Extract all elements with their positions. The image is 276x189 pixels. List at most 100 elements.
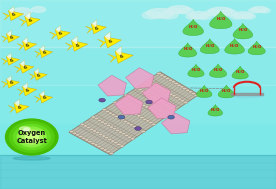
Ellipse shape <box>135 87 139 89</box>
Polygon shape <box>14 66 21 73</box>
Text: H$_2$O: H$_2$O <box>205 42 215 50</box>
Bar <box>0 47 276 85</box>
Ellipse shape <box>183 101 188 104</box>
Ellipse shape <box>105 136 109 139</box>
Ellipse shape <box>182 88 187 90</box>
Ellipse shape <box>155 85 159 87</box>
Ellipse shape <box>150 95 154 98</box>
Ellipse shape <box>142 104 146 106</box>
Ellipse shape <box>147 94 151 96</box>
Ellipse shape <box>172 95 176 97</box>
Ellipse shape <box>108 138 112 140</box>
Ellipse shape <box>97 146 101 148</box>
Ellipse shape <box>230 14 244 19</box>
Ellipse shape <box>153 111 158 113</box>
Ellipse shape <box>143 118 147 120</box>
Bar <box>0 0 276 47</box>
Polygon shape <box>65 43 73 50</box>
Ellipse shape <box>208 7 233 15</box>
Ellipse shape <box>124 134 129 137</box>
Ellipse shape <box>97 119 102 122</box>
Ellipse shape <box>92 130 97 132</box>
Ellipse shape <box>83 125 88 127</box>
Ellipse shape <box>82 137 86 139</box>
Ellipse shape <box>189 12 208 19</box>
Text: $\mathbf{O_2}$: $\mathbf{O_2}$ <box>108 37 115 46</box>
Polygon shape <box>6 30 11 38</box>
Ellipse shape <box>158 100 163 102</box>
Polygon shape <box>248 41 265 55</box>
Ellipse shape <box>24 128 29 131</box>
Ellipse shape <box>165 8 181 14</box>
Ellipse shape <box>231 93 263 98</box>
Polygon shape <box>233 23 253 39</box>
Polygon shape <box>22 87 37 96</box>
Ellipse shape <box>121 133 126 135</box>
Ellipse shape <box>146 120 150 122</box>
Polygon shape <box>2 13 10 20</box>
Circle shape <box>25 132 38 142</box>
Text: $\mathbf{O_2}$: $\mathbf{O_2}$ <box>41 49 48 57</box>
Text: H$_2$O: H$_2$O <box>210 106 221 114</box>
Text: $\mathbf{O_2}$: $\mathbf{O_2}$ <box>8 33 15 42</box>
Polygon shape <box>104 32 110 42</box>
Ellipse shape <box>142 11 161 19</box>
Ellipse shape <box>102 109 107 111</box>
Ellipse shape <box>152 123 156 125</box>
Ellipse shape <box>130 98 134 100</box>
Ellipse shape <box>170 107 174 109</box>
Ellipse shape <box>167 105 171 108</box>
Ellipse shape <box>106 124 111 127</box>
Ellipse shape <box>144 92 148 94</box>
Polygon shape <box>17 89 24 95</box>
Ellipse shape <box>140 116 144 119</box>
Polygon shape <box>20 60 25 68</box>
Ellipse shape <box>157 72 161 75</box>
Ellipse shape <box>152 83 156 85</box>
Polygon shape <box>148 98 176 119</box>
Ellipse shape <box>99 98 105 102</box>
Text: H$_2$O: H$_2$O <box>188 23 198 31</box>
Ellipse shape <box>251 7 268 12</box>
Ellipse shape <box>117 117 121 119</box>
Ellipse shape <box>109 126 114 128</box>
Polygon shape <box>39 94 53 103</box>
Ellipse shape <box>20 127 30 132</box>
Polygon shape <box>6 79 20 88</box>
Ellipse shape <box>115 129 120 132</box>
Ellipse shape <box>259 8 270 13</box>
Ellipse shape <box>146 80 150 82</box>
Polygon shape <box>9 11 23 21</box>
Ellipse shape <box>175 96 179 99</box>
Ellipse shape <box>149 81 153 84</box>
Ellipse shape <box>125 108 129 110</box>
Ellipse shape <box>76 134 80 136</box>
Ellipse shape <box>123 120 128 123</box>
Ellipse shape <box>95 132 100 134</box>
Circle shape <box>9 122 54 152</box>
Polygon shape <box>232 66 248 79</box>
Ellipse shape <box>152 97 157 99</box>
Text: H$_2$O: H$_2$O <box>251 44 262 51</box>
Ellipse shape <box>163 76 167 78</box>
Ellipse shape <box>135 127 139 129</box>
Polygon shape <box>209 11 232 29</box>
Polygon shape <box>39 91 44 98</box>
Polygon shape <box>6 76 11 83</box>
Ellipse shape <box>126 122 131 124</box>
Ellipse shape <box>94 144 98 146</box>
Polygon shape <box>1 36 7 42</box>
Polygon shape <box>85 26 92 33</box>
Text: H$_2$O: H$_2$O <box>235 68 245 76</box>
Ellipse shape <box>220 10 237 16</box>
Ellipse shape <box>165 77 170 80</box>
Ellipse shape <box>160 74 164 76</box>
Ellipse shape <box>102 135 106 137</box>
Polygon shape <box>179 43 197 57</box>
Ellipse shape <box>150 109 155 112</box>
Ellipse shape <box>134 113 138 115</box>
Ellipse shape <box>145 106 149 108</box>
Ellipse shape <box>114 115 119 118</box>
Ellipse shape <box>188 91 193 93</box>
Ellipse shape <box>120 119 124 121</box>
